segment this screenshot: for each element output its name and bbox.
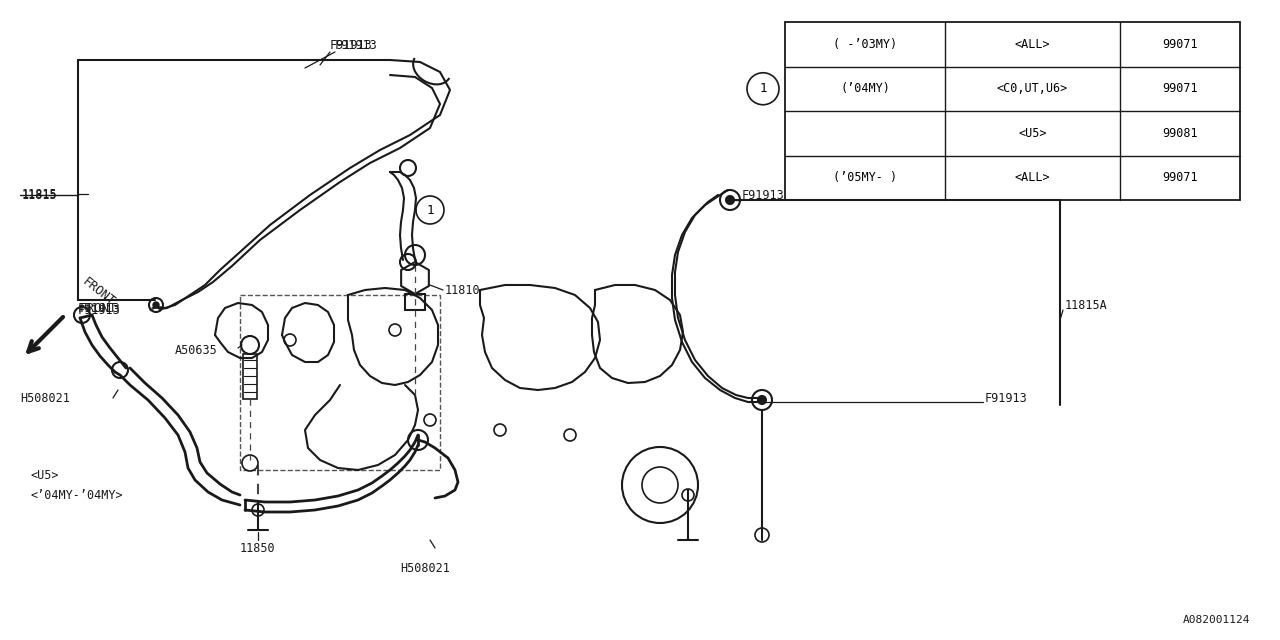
- Text: FRONT: FRONT: [81, 301, 118, 314]
- Text: 11815: 11815: [22, 189, 58, 202]
- Text: (’04MY): (’04MY): [840, 83, 890, 95]
- Bar: [241, 295, 440, 470]
- Text: H508021: H508021: [20, 392, 70, 404]
- Text: <U5>: <U5>: [1019, 127, 1047, 140]
- Text: <U5>: <U5>: [29, 468, 59, 481]
- Text: 11815: 11815: [22, 188, 58, 200]
- Text: <C0,UT,U6>: <C0,UT,U6>: [997, 83, 1068, 95]
- Text: 99081: 99081: [1162, 127, 1198, 140]
- Text: 1: 1: [426, 204, 434, 216]
- Text: F91913: F91913: [78, 301, 120, 314]
- Text: A50635: A50635: [175, 344, 218, 356]
- Text: 99071: 99071: [1162, 172, 1198, 184]
- Text: 11850: 11850: [241, 541, 275, 554]
- Text: 11810: 11810: [445, 284, 480, 296]
- Text: ( -’03MY): ( -’03MY): [833, 38, 897, 51]
- Text: F91913: F91913: [742, 189, 785, 202]
- Text: F91913: F91913: [330, 38, 372, 51]
- Text: 99071: 99071: [1162, 38, 1198, 51]
- Circle shape: [154, 302, 159, 308]
- Text: <ALL>: <ALL>: [1015, 172, 1051, 184]
- Text: (’05MY- ): (’05MY- ): [833, 172, 897, 184]
- Circle shape: [758, 396, 765, 404]
- Text: 1: 1: [759, 83, 767, 95]
- Text: F91913: F91913: [78, 303, 120, 317]
- Text: F91913: F91913: [335, 38, 378, 51]
- Text: <’04MY-’04MY>: <’04MY-’04MY>: [29, 488, 123, 502]
- Text: FRONT: FRONT: [81, 275, 118, 308]
- Bar: [243, 354, 257, 399]
- Circle shape: [726, 196, 733, 204]
- Text: A082001124: A082001124: [1183, 615, 1251, 625]
- Text: F91913: F91913: [986, 392, 1028, 404]
- Text: <ALL>: <ALL>: [1015, 38, 1051, 51]
- Text: 99071: 99071: [1162, 83, 1198, 95]
- Text: 11815A: 11815A: [1065, 298, 1107, 312]
- Text: H508021: H508021: [401, 561, 449, 575]
